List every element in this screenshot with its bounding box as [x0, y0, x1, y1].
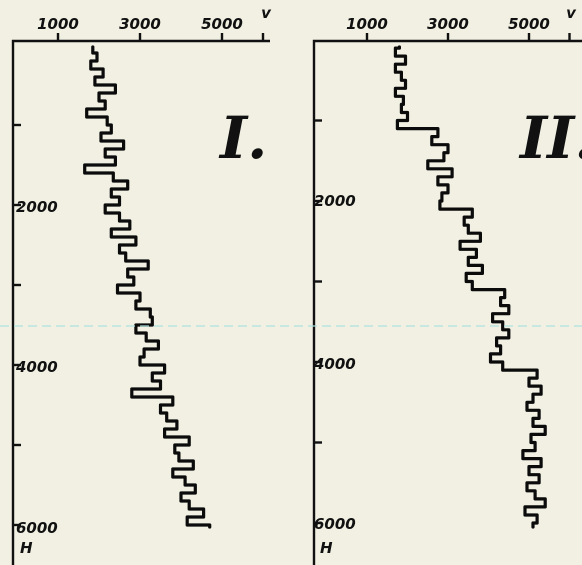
- velocity-profile-line: [83, 45, 212, 529]
- x-tick-label: 1000: [37, 15, 79, 33]
- panel-2: 1000 3000 5000 v 2000 4000 6000 H II.: [312, 4, 582, 565]
- y-tick-label: 6000: [314, 515, 356, 533]
- x-axis-label: v: [566, 4, 577, 22]
- y-tick-label: 4000: [313, 355, 356, 373]
- x-tick-label: 5000: [201, 15, 243, 33]
- y-tick-label: 4000: [15, 358, 58, 376]
- panel-label: I.: [218, 104, 267, 172]
- y-axis-label: H: [320, 539, 333, 557]
- y-tick-label: 2000: [16, 198, 58, 216]
- axis-frame: [11, 39, 270, 565]
- x-tick-label: 5000: [508, 15, 550, 33]
- x-tick-label: 3000: [119, 15, 161, 33]
- axis-frame: [312, 39, 582, 565]
- x-tick-label: 1000: [346, 15, 388, 33]
- panel-label: II.: [518, 104, 582, 172]
- panel-1: 1000 3000 5000 v 2000 4000 6000 H I.: [11, 4, 272, 565]
- y-tick-label: 2000: [314, 192, 356, 210]
- velocity-profile-line: [393, 45, 547, 529]
- y-tick-label: 6000: [16, 519, 58, 537]
- x-axis-label: v: [261, 4, 272, 22]
- y-axis-label: H: [20, 539, 33, 557]
- x-tick-label: 3000: [427, 15, 469, 33]
